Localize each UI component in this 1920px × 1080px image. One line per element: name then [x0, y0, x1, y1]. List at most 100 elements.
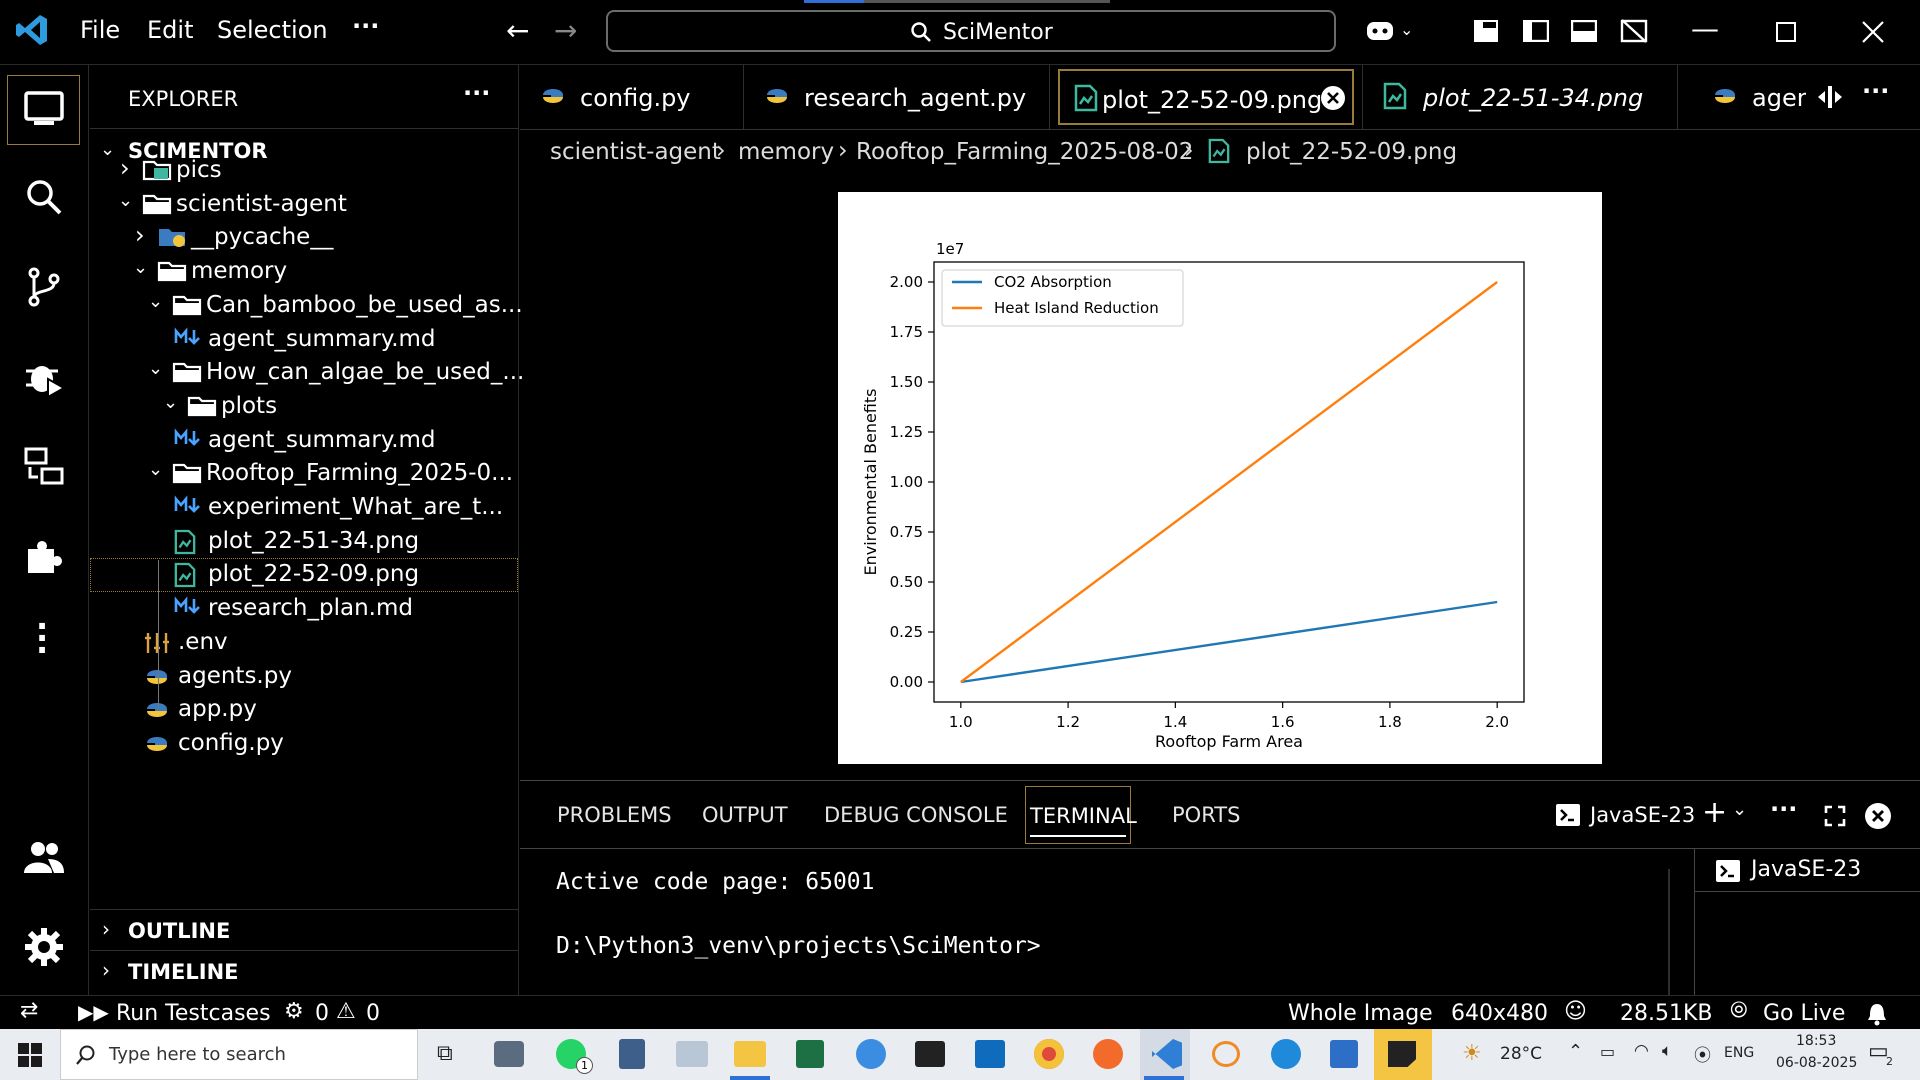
taskbar-search-box[interactable]: Type here to search — [60, 1029, 418, 1080]
tab-problems[interactable]: PROBLEMS — [557, 803, 672, 827]
tab-terminal-active[interactable]: TERMINAL — [1025, 786, 1137, 844]
tree-item-scientist-agent[interactable]: ⌄ scientist-agent — [90, 188, 518, 222]
error-count[interactable]: 0 — [315, 1001, 329, 1026]
tree-item-config-py[interactable]: config.py — [90, 727, 518, 761]
tab-research-agent-py[interactable]: research_agent.py — [744, 65, 1050, 129]
minimize-icon[interactable]: — — [1691, 12, 1719, 45]
notification-center-icon[interactable]: ▭ — [1868, 1039, 1889, 1064]
terminal-name[interactable]: JavaSE-23 — [1590, 803, 1696, 827]
breadcrumb-item-memory[interactable]: memory — [738, 139, 835, 165]
tree-item-memory[interactable]: ⌄ memory — [90, 255, 518, 289]
chrome-icon[interactable] — [1034, 1039, 1064, 1069]
edge-icon[interactable] — [1271, 1039, 1301, 1069]
tab-config-py[interactable]: config.py — [520, 65, 744, 129]
menu-selection[interactable]: Selection — [217, 16, 328, 44]
photos-app-icon[interactable] — [676, 1041, 708, 1067]
meet-now-icon[interactable]: ⦿ — [1694, 1046, 1711, 1066]
camera-app-icon[interactable] — [494, 1041, 524, 1067]
run-debug-icon[interactable] — [22, 355, 66, 399]
explorer-icon[interactable] — [22, 87, 66, 131]
back-arrow-icon[interactable]: ← — [506, 14, 530, 47]
terminal-prompt[interactable]: D:\Python3_venv\projects\SciMentor> — [556, 933, 1041, 959]
image-mode[interactable]: Whole Image — [1288, 1001, 1433, 1026]
tree-item-agent-summary[interactable]: agent_summary.md — [90, 323, 518, 357]
tab-output[interactable]: OUTPUT — [702, 803, 788, 827]
close-panel-icon[interactable] — [1864, 802, 1892, 830]
tree-item-how-can-algae[interactable]: ⌄ How_can_algae_be_used_... — [90, 356, 524, 390]
tray-chevron-up-icon[interactable]: ⌃ — [1568, 1041, 1584, 1062]
close-tab-icon[interactable] — [1320, 85, 1346, 111]
volume-icon[interactable]: 🔈︎ — [1662, 1041, 1673, 1061]
copilot-icon[interactable] — [1364, 16, 1396, 46]
weather-temp[interactable]: 28°C — [1500, 1044, 1543, 1064]
clock-date[interactable]: 06-08-2025 — [1776, 1055, 1858, 1071]
explorer-more-button[interactable]: ··· — [463, 79, 491, 107]
tree-item-plots[interactable]: ⌄ plots — [90, 390, 518, 424]
timeline-section[interactable]: › TIMELINE — [90, 954, 518, 990]
postman-icon[interactable] — [1093, 1039, 1123, 1069]
extensions-icon[interactable] — [22, 535, 66, 579]
new-terminal-icon[interactable]: + — [1702, 795, 1728, 830]
maximize-panel-icon[interactable] — [1824, 805, 1846, 827]
menu-more-button[interactable]: ··· — [352, 12, 380, 40]
sticky-notes-icon[interactable] — [1388, 1041, 1416, 1067]
more-views-icon[interactable]: · · · — [36, 607, 49, 669]
copilot-chevron-icon[interactable]: ⌄ — [1400, 20, 1414, 39]
excel-icon[interactable] — [796, 1040, 824, 1068]
battery-icon[interactable]: ▭ — [1600, 1042, 1616, 1061]
tree-item-rooftop-farming[interactable]: ⌄ Rooftop_Farming_2025-0... — [90, 457, 518, 491]
toggle-panel-icon[interactable] — [1571, 20, 1597, 42]
split-editor-icon[interactable] — [1816, 85, 1844, 109]
breadcrumb-item-scientist-agent[interactable]: scientist-agent — [550, 139, 721, 165]
teams-chat-icon[interactable] — [856, 1039, 886, 1069]
search-icon[interactable] — [22, 175, 66, 219]
panel-more-button[interactable]: ··· — [1770, 795, 1798, 823]
tree-item-can-bamboo[interactable]: ⌄ Can_bamboo_be_used_as... — [90, 289, 523, 323]
run-testcases-button[interactable]: Run Testcases — [116, 1001, 271, 1026]
tree-item-pycache[interactable]: › __pycache__ — [90, 221, 518, 255]
clock-time[interactable]: 18:53 — [1796, 1033, 1837, 1049]
tree-item-env[interactable]: .env — [90, 626, 518, 660]
accounts-icon[interactable] — [22, 835, 66, 879]
tree-item-app-py[interactable]: app.py — [90, 693, 518, 727]
tree-item-agents-py[interactable]: agents.py — [90, 660, 518, 694]
forward-arrow-icon[interactable]: → — [554, 14, 578, 47]
tree-item-agent-summary[interactable]: agent_summary.md — [90, 424, 518, 458]
terminal-list-item[interactable]: JavaSE-23 — [1695, 849, 1920, 892]
menu-file[interactable]: File — [80, 16, 121, 44]
maximize-icon[interactable] — [1776, 22, 1796, 42]
tab-agents[interactable]: agents — [1678, 65, 1806, 129]
tab-debug-console[interactable]: DEBUG CONSOLE — [824, 803, 1008, 827]
app-icon[interactable] — [1330, 1040, 1358, 1068]
remote-icon[interactable]: ⇄ — [20, 998, 39, 1023]
toggle-secondary-sidebar-icon[interactable] — [1620, 18, 1648, 44]
terminal-scrollbar[interactable] — [1668, 869, 1670, 995]
calculator-icon[interactable] — [619, 1039, 645, 1069]
weather-icon[interactable]: ☀ — [1462, 1041, 1482, 1066]
tree-root-scimentor[interactable]: ⌄ SCIMENTOR — [90, 133, 518, 169]
outline-section[interactable]: › OUTLINE — [90, 913, 518, 949]
tree-item-pics[interactable]: › pics — [90, 154, 518, 188]
settings-gear-icon[interactable] — [22, 925, 66, 969]
layout-customize-icon[interactable] — [1474, 20, 1498, 42]
wifi-icon[interactable]: ◠ — [1634, 1041, 1649, 1061]
terminal-app-icon[interactable] — [915, 1041, 945, 1067]
breadcrumb-item-plot-file[interactable]: plot_22-52-09.png — [1246, 139, 1458, 165]
source-control-icon[interactable] — [22, 265, 66, 309]
tree-item-plot-22-51-34[interactable]: plot_22-51-34.png — [90, 525, 518, 559]
toggle-sidebar-icon[interactable] — [1523, 20, 1549, 42]
warning-count[interactable]: 0 — [366, 1001, 380, 1026]
menu-edit[interactable]: Edit — [147, 16, 194, 44]
outlook-icon[interactable] — [975, 1040, 1005, 1068]
tab-plot-22-51-34-png[interactable]: plot_22-51-34.png — [1362, 65, 1678, 129]
remote-explorer-icon[interactable] — [22, 445, 66, 489]
breadcrumb-item-rooftop-farming[interactable]: Rooftop_Farming_2025-08-02 — [856, 139, 1194, 165]
tab-ports[interactable]: PORTS — [1172, 803, 1241, 827]
file-explorer-icon[interactable] — [734, 1041, 766, 1067]
tab-plot-22-52-09-png-active[interactable]: plot_22-52-09.png — [1058, 69, 1354, 125]
tree-item-research-plan[interactable]: research_plan.md — [90, 592, 518, 626]
jupyter-icon[interactable] — [1212, 1041, 1240, 1067]
tree-item-experiment[interactable]: experiment_What_are_t... — [90, 491, 518, 525]
command-center-search[interactable]: SciMentor — [606, 10, 1336, 52]
close-window-icon[interactable] — [1862, 21, 1884, 43]
